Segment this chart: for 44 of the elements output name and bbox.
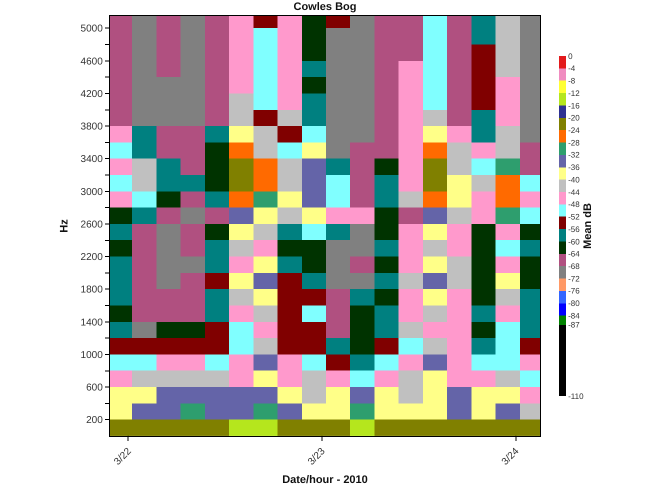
color-bar-title: Mean dB	[582, 203, 594, 249]
color-bar-label: -110	[568, 392, 584, 401]
color-bar-label: -52	[568, 212, 580, 222]
color-bar-label: -32	[568, 150, 580, 160]
y-tick-label: 3400	[80, 154, 104, 166]
color-bar-label: -24	[568, 126, 580, 135]
y-tick-label: 5000	[80, 24, 104, 35]
color-bar-label: -12	[568, 88, 580, 98]
y-tick-label: 3800	[80, 122, 104, 133]
y-tick-label: 2600	[80, 219, 104, 230]
color-bar-label: -28	[568, 138, 580, 148]
y-tick-label: 4200	[80, 88, 104, 100]
x-tick-label: 3/22	[112, 446, 134, 468]
y-tick-label: 1400	[80, 317, 104, 328]
color-bar-label: -64	[568, 250, 580, 259]
y-tick-label: 2200	[80, 252, 104, 264]
color-bar-label: -48	[568, 200, 580, 210]
color-bar-label: -40	[568, 175, 580, 184]
color-bar-label: -36	[568, 163, 580, 172]
color-bar-label: -4	[568, 64, 576, 74]
color-bar-label: -84	[568, 311, 580, 320]
color-bar-label: -87	[568, 320, 580, 330]
color-bar-label: -76	[568, 286, 580, 296]
color-bar-label: -72	[568, 274, 580, 284]
y-axis-title: Hz	[58, 218, 70, 233]
color-bar-label: -80	[568, 299, 580, 308]
color-bar-label: -44	[568, 188, 580, 197]
x-tick-label: 3/24	[500, 446, 522, 468]
color-bar-label: -16	[568, 101, 580, 110]
y-tick-label: 200	[86, 415, 104, 426]
color-bar-label: -56	[568, 224, 580, 234]
chart-title: Cowles Bog	[294, 1, 356, 14]
color-bar-label: -60	[568, 237, 580, 246]
y-tick-label: 3000	[80, 186, 104, 198]
color-bar-label: 0	[568, 52, 574, 61]
x-tick-label: 3/23	[306, 446, 328, 468]
color-bar-label: -68	[568, 262, 580, 271]
y-tick-label: 4600	[80, 56, 104, 68]
color-bar-label: -20	[568, 114, 580, 123]
y-tick-label: 1000	[80, 350, 104, 361]
y-tick-label: 600	[86, 382, 104, 394]
color-bar-label: -8	[568, 76, 576, 86]
y-tick-label: 1800	[80, 284, 104, 296]
x-axis-title: Date/hour - 2010	[282, 474, 368, 486]
